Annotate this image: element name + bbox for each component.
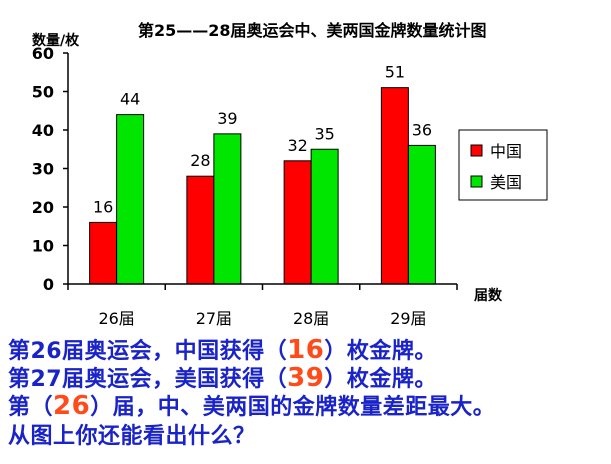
legend-swatch-china — [470, 144, 483, 157]
x-tick-label: 27届 — [196, 309, 232, 328]
y-tick-label: 10 — [32, 237, 54, 256]
question-4-text: 从图上你还能看出什么？ — [8, 424, 256, 449]
x-axis-label: 届数 — [474, 287, 503, 304]
bar-value-label: 39 — [217, 109, 237, 128]
y-tick-label: 60 — [32, 44, 54, 63]
bars — [89, 87, 436, 285]
y-tick-label: 30 — [32, 160, 54, 179]
y-tick-label: 50 — [32, 83, 54, 102]
legend-label-usa: 美国 — [490, 173, 522, 192]
legend: 中国 美国 — [458, 129, 548, 201]
x-tick-label: 28届 — [293, 309, 329, 328]
question-3-pre: 第（ — [8, 395, 54, 420]
bar-value-label: 35 — [314, 124, 334, 143]
question-2: 第27届奥运会，美国获得（39）枚金牌。 — [8, 361, 437, 393]
question-1-pre: 第26届奥运会，中国获得（ — [8, 339, 288, 364]
question-3-post: ）届，中、美两国的金牌数量差距最大。 — [90, 395, 496, 420]
bar-value-label: 32 — [287, 136, 307, 155]
bar-value-label: 51 — [385, 63, 405, 82]
bar-value-label: 16 — [93, 197, 113, 216]
bar-usa — [310, 148, 339, 285]
bar-usa — [116, 114, 145, 285]
question-1-post: ）枚金牌。 — [324, 339, 437, 364]
question-3: 第（26）届，中、美两国的金牌数量差距最大。 — [8, 389, 495, 421]
x-tick-label: 29届 — [390, 309, 426, 328]
bar-china — [186, 175, 215, 285]
medal-chart: 第25——28届奥运会中、美两国金牌数量统计图 数量/枚 0 10 20 30 40 50… — [32, 21, 548, 328]
x-axis-ticks: 26届 27届 28届 29届 — [67, 284, 458, 328]
y-axis-ticks: 0 10 20 30 40 50 60 — [32, 44, 68, 294]
bar-value-label: 28 — [190, 151, 210, 170]
question-2-answer: 39 — [287, 363, 325, 393]
chart-title: 第25——28届奥运会中、美两国金牌数量统计图 — [138, 21, 487, 40]
question-2-pre: 第27届奥运会，美国获得（ — [8, 367, 288, 392]
x-tick-label: 26届 — [98, 309, 134, 328]
legend-label-china: 中国 — [490, 142, 522, 161]
bar-value-label: 44 — [120, 90, 140, 109]
y-axis-label: 数量/枚 — [32, 32, 80, 49]
legend-swatch-usa — [470, 175, 483, 188]
question-1-answer: 16 — [287, 335, 325, 365]
question-3-answer: 26 — [53, 391, 91, 421]
bar-china — [89, 221, 118, 285]
bar-china — [380, 87, 409, 285]
question-1: 第26届奥运会，中国获得（16）枚金牌。 — [8, 333, 437, 365]
question-4: 从图上你还能看出什么？ — [8, 418, 256, 450]
question-2-post: ）枚金牌。 — [324, 367, 437, 392]
y-tick-label: 0 — [43, 275, 54, 294]
bar-value-labels: 16 28 32 51 44 39 35 36 — [93, 63, 432, 217]
y-tick-label: 20 — [32, 198, 54, 217]
bar-value-label: 36 — [412, 120, 432, 139]
bar-usa — [407, 144, 436, 285]
bar-usa — [213, 133, 242, 285]
y-tick-label: 40 — [32, 121, 54, 140]
bar-china — [283, 160, 312, 285]
